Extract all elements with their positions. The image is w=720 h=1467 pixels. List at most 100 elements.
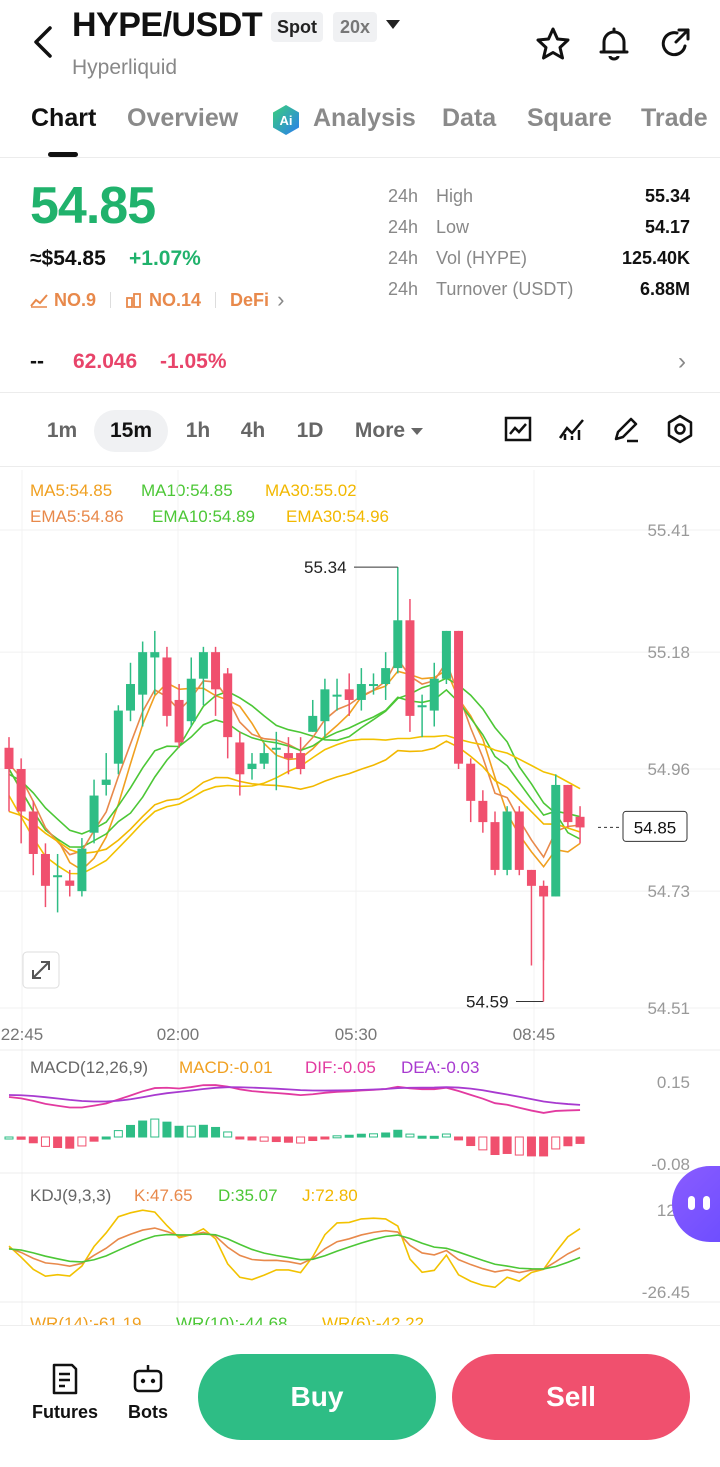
candle-body <box>454 630 464 764</box>
macd-bar <box>65 1136 75 1149</box>
ma30-line <box>8 734 581 875</box>
star-icon[interactable] <box>533 24 573 64</box>
tab-chart[interactable]: Chart <box>31 104 97 132</box>
timeframe-more[interactable]: More <box>346 410 432 452</box>
candle-body <box>502 811 512 870</box>
bell-icon[interactable] <box>594 24 634 64</box>
stat-period: 24h <box>388 248 419 268</box>
stat-label: Low <box>436 217 470 237</box>
sell-button[interactable]: Sell <box>452 1354 690 1440</box>
candle-body <box>4 747 14 769</box>
stat-label: High <box>436 186 474 206</box>
stat-value: 6.88M <box>639 279 690 299</box>
y-tick-label: 54.96 <box>647 760 690 779</box>
candle-body <box>77 848 87 892</box>
tab-trade[interactable]: Trade <box>641 104 708 132</box>
buy-button[interactable]: Buy <box>198 1354 436 1440</box>
candle-body <box>369 684 378 687</box>
candle-body <box>563 784 573 823</box>
candle-body <box>150 652 160 658</box>
macd-bar <box>40 1136 50 1147</box>
assistant-eye <box>703 1196 710 1210</box>
y-tick-label: 54.73 <box>647 882 690 901</box>
ma5-label: MA5:54.85 <box>30 481 113 500</box>
macd-bar <box>320 1136 330 1140</box>
futures-label: Futures <box>31 1402 98 1422</box>
timeframe-1m[interactable]: 1m <box>46 419 78 442</box>
robot-icon <box>133 1365 163 1393</box>
candle-body <box>271 747 281 750</box>
y-tick-label: 55.18 <box>647 643 690 662</box>
back-arrow-icon[interactable] <box>28 24 58 60</box>
more-label: More <box>354 419 406 442</box>
chart-type-icon[interactable] <box>503 414 533 444</box>
x-tick-label: 22:45 <box>1 1025 44 1044</box>
ema30-label: EMA30:54.96 <box>286 507 390 526</box>
sector-tag: DeFi <box>230 289 270 310</box>
ema5-label: EMA5:54.86 <box>30 507 124 526</box>
candle-body <box>65 880 75 886</box>
kdj-tick-label: -26.45 <box>642 1283 690 1302</box>
candle-body <box>186 678 196 722</box>
stat-period: 24h <box>388 186 419 206</box>
tab-overview[interactable]: Overview <box>127 104 239 132</box>
macd-bar <box>441 1133 451 1138</box>
chevron-right-icon: › <box>277 287 285 312</box>
macd-bar <box>539 1136 549 1157</box>
reference-price: 62.046 <box>73 350 138 373</box>
timeframe-4h[interactable]: 4h <box>240 419 266 442</box>
candle-body <box>223 673 233 738</box>
candle-body <box>53 875 63 878</box>
macd-bar <box>381 1132 391 1138</box>
pair-dropdown-icon[interactable] <box>386 20 400 29</box>
timeframe-15m[interactable]: 15m <box>94 410 168 452</box>
high-label: 55.34 <box>304 558 347 577</box>
candle-body <box>28 811 38 854</box>
usd-price: ≈$54.85 <box>30 247 106 270</box>
macd-bar <box>235 1136 245 1140</box>
macd-bar <box>126 1124 135 1138</box>
macd-bar <box>575 1136 585 1144</box>
indicators-icon[interactable] <box>557 414 587 444</box>
macd-bar <box>369 1133 378 1138</box>
spot-badge: Spot <box>271 12 323 42</box>
macd-bar <box>174 1125 184 1138</box>
tab-data[interactable]: Data <box>442 104 497 132</box>
macd-bar <box>393 1129 403 1138</box>
last-price: 54.85 <box>30 177 156 235</box>
futures-button[interactable]: Futures <box>30 1362 100 1423</box>
rank-row[interactable]: NO.9 NO.14 DeFi › <box>30 287 284 313</box>
dea-line <box>8 1086 581 1106</box>
candle-body <box>283 753 293 759</box>
header: HYPE/USDT Spot 20x Hyperliquid <box>0 0 720 90</box>
macd-bar <box>247 1136 257 1141</box>
share-icon[interactable] <box>655 24 695 64</box>
macd-bar <box>223 1131 233 1138</box>
stat-low: 24h Low 54.17 <box>388 217 690 248</box>
settings-icon[interactable] <box>665 414 695 444</box>
timeframe-1d[interactable]: 1D <box>296 419 324 442</box>
macd-bar <box>53 1136 63 1149</box>
price-chart[interactable]: 55.41 55.18 54.96 54.73 54.51 22:45 02:00 05:30… <box>0 467 720 1325</box>
candle-body <box>308 715 318 732</box>
assistant-eye <box>688 1196 695 1210</box>
bots-button[interactable]: Bots <box>122 1362 174 1423</box>
chevron-right-icon[interactable]: › <box>678 348 686 375</box>
candle-body <box>332 694 342 697</box>
tab-square[interactable]: Square <box>527 104 612 132</box>
macd-bar <box>405 1133 415 1138</box>
draw-pencil-icon[interactable] <box>611 414 641 444</box>
divider <box>0 466 720 467</box>
stat-high: 24h High 55.34 <box>388 186 690 217</box>
caret-down-icon <box>411 427 424 435</box>
timeframe-1h[interactable]: 1h <box>185 419 211 442</box>
ma10-line <box>8 677 581 848</box>
candle-body <box>259 753 269 764</box>
macd-bar <box>4 1136 14 1140</box>
candle-body <box>40 853 50 886</box>
macd-bar <box>332 1135 342 1139</box>
ma10-label: MA10:54.85 <box>141 481 233 500</box>
macd-bar <box>211 1126 221 1138</box>
tab-analysis[interactable]: Analysis <box>313 104 416 132</box>
macd-bar <box>526 1136 536 1157</box>
